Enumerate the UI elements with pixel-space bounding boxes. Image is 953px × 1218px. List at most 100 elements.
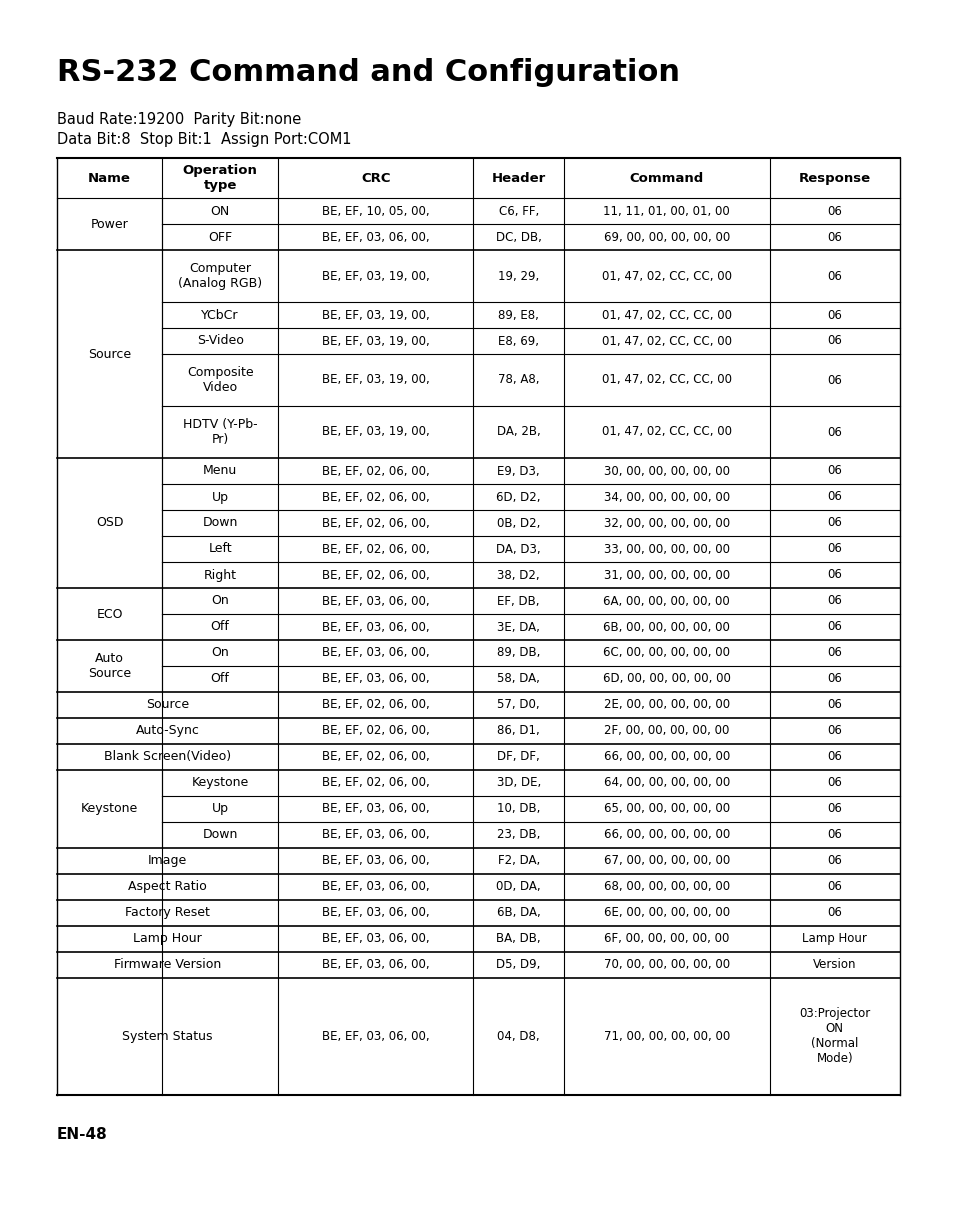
Text: On: On xyxy=(211,647,229,659)
Text: BE, EF, 02, 06, 00,: BE, EF, 02, 06, 00, xyxy=(321,491,429,503)
Text: C6, FF,: C6, FF, xyxy=(498,205,538,218)
Text: 68, 00, 00, 00, 00, 00: 68, 00, 00, 00, 00, 00 xyxy=(603,881,729,894)
Text: BE, EF, 03, 06, 00,: BE, EF, 03, 06, 00, xyxy=(321,881,429,894)
Text: 01, 47, 02, CC, CC, 00: 01, 47, 02, CC, CC, 00 xyxy=(601,425,731,438)
Text: 66, 00, 00, 00, 00, 00: 66, 00, 00, 00, 00, 00 xyxy=(603,828,729,842)
Text: Menu: Menu xyxy=(203,464,237,477)
Text: E8, 69,: E8, 69, xyxy=(497,335,538,347)
Text: EN-48: EN-48 xyxy=(57,1127,108,1142)
Text: 3D, DE,: 3D, DE, xyxy=(496,777,540,789)
Text: RS-232 Command and Configuration: RS-232 Command and Configuration xyxy=(57,58,679,86)
Text: 04, D8,: 04, D8, xyxy=(497,1030,539,1043)
Text: 03:Projector
ON
(Normal
Mode): 03:Projector ON (Normal Mode) xyxy=(799,1007,869,1066)
Text: Source: Source xyxy=(146,698,189,711)
Text: 19, 29,: 19, 29, xyxy=(497,269,538,283)
Text: Off: Off xyxy=(211,620,230,633)
Text: 06: 06 xyxy=(826,464,841,477)
Text: Up: Up xyxy=(212,491,229,503)
Text: 6C, 00, 00, 00, 00, 00: 6C, 00, 00, 00, 00, 00 xyxy=(602,647,729,659)
Text: Keystone: Keystone xyxy=(192,777,249,789)
Text: 0B, D2,: 0B, D2, xyxy=(497,516,539,530)
Text: 6B, 00, 00, 00, 00, 00: 6B, 00, 00, 00, 00, 00 xyxy=(602,620,729,633)
Text: Right: Right xyxy=(203,569,236,581)
Text: 06: 06 xyxy=(826,855,841,867)
Text: 06: 06 xyxy=(826,750,841,764)
Text: Source: Source xyxy=(88,347,132,361)
Text: 32, 00, 00, 00, 00, 00: 32, 00, 00, 00, 00, 00 xyxy=(603,516,729,530)
Text: 06: 06 xyxy=(826,374,841,386)
Text: Blank Screen(Video): Blank Screen(Video) xyxy=(104,750,231,764)
Text: BE, EF, 03, 06, 00,: BE, EF, 03, 06, 00, xyxy=(321,906,429,920)
Text: BE, EF, 03, 06, 00,: BE, EF, 03, 06, 00, xyxy=(321,594,429,608)
Text: BE, EF, 03, 19, 00,: BE, EF, 03, 19, 00, xyxy=(321,425,429,438)
Text: 06: 06 xyxy=(826,569,841,581)
Text: BE, EF, 03, 19, 00,: BE, EF, 03, 19, 00, xyxy=(321,308,429,322)
Text: 58, DA,: 58, DA, xyxy=(497,672,539,686)
Text: 06: 06 xyxy=(826,230,841,244)
Text: Off: Off xyxy=(211,672,230,686)
Text: BE, EF, 03, 06, 00,: BE, EF, 03, 06, 00, xyxy=(321,230,429,244)
Text: D5, D9,: D5, D9, xyxy=(496,959,540,972)
Text: Firmware Version: Firmware Version xyxy=(113,959,221,972)
Text: EF, DB,: EF, DB, xyxy=(497,594,539,608)
Text: 2E, 00, 00, 00, 00, 00: 2E, 00, 00, 00, 00, 00 xyxy=(603,698,729,711)
Text: Down: Down xyxy=(202,828,237,842)
Text: 2F, 00, 00, 00, 00, 00: 2F, 00, 00, 00, 00, 00 xyxy=(603,725,729,738)
Text: 69, 00, 00, 00, 00, 00: 69, 00, 00, 00, 00, 00 xyxy=(603,230,729,244)
Text: Image: Image xyxy=(148,855,187,867)
Text: 06: 06 xyxy=(826,828,841,842)
Text: Up: Up xyxy=(212,803,229,816)
Text: 6A, 00, 00, 00, 00, 00: 6A, 00, 00, 00, 00, 00 xyxy=(602,594,729,608)
Text: Composite
Video: Composite Video xyxy=(187,365,253,393)
Text: 89, DB,: 89, DB, xyxy=(497,647,539,659)
Text: 6D, D2,: 6D, D2, xyxy=(496,491,540,503)
Text: BE, EF, 02, 06, 00,: BE, EF, 02, 06, 00, xyxy=(321,725,429,738)
Text: BE, EF, 03, 06, 00,: BE, EF, 03, 06, 00, xyxy=(321,620,429,633)
Text: 06: 06 xyxy=(826,698,841,711)
Text: 11, 11, 01, 00, 01, 00: 11, 11, 01, 00, 01, 00 xyxy=(602,205,729,218)
Text: 06: 06 xyxy=(826,777,841,789)
Text: 01, 47, 02, CC, CC, 00: 01, 47, 02, CC, CC, 00 xyxy=(601,335,731,347)
Text: Command: Command xyxy=(629,172,703,184)
Text: 70, 00, 00, 00, 00, 00: 70, 00, 00, 00, 00, 00 xyxy=(603,959,729,972)
Text: Aspect Ratio: Aspect Ratio xyxy=(128,881,207,894)
Text: BE, EF, 03, 06, 00,: BE, EF, 03, 06, 00, xyxy=(321,855,429,867)
Text: 6D, 00, 00, 00, 00, 00: 6D, 00, 00, 00, 00, 00 xyxy=(602,672,730,686)
Text: BE, EF, 02, 06, 00,: BE, EF, 02, 06, 00, xyxy=(321,698,429,711)
Text: 67, 00, 00, 00, 00, 00: 67, 00, 00, 00, 00, 00 xyxy=(603,855,729,867)
Text: Keystone: Keystone xyxy=(81,803,138,816)
Text: 0D, DA,: 0D, DA, xyxy=(496,881,540,894)
Text: 06: 06 xyxy=(826,516,841,530)
Text: BE, EF, 02, 06, 00,: BE, EF, 02, 06, 00, xyxy=(321,464,429,477)
Text: 6E, 00, 00, 00, 00, 00: 6E, 00, 00, 00, 00, 00 xyxy=(603,906,729,920)
Text: BE, EF, 03, 06, 00,: BE, EF, 03, 06, 00, xyxy=(321,672,429,686)
Text: 06: 06 xyxy=(826,620,841,633)
Text: BE, EF, 02, 06, 00,: BE, EF, 02, 06, 00, xyxy=(321,542,429,555)
Text: BE, EF, 02, 06, 00,: BE, EF, 02, 06, 00, xyxy=(321,516,429,530)
Text: Version: Version xyxy=(812,959,856,972)
Text: 57, D0,: 57, D0, xyxy=(497,698,539,711)
Text: BE, EF, 03, 19, 00,: BE, EF, 03, 19, 00, xyxy=(321,269,429,283)
Text: System Status: System Status xyxy=(122,1030,213,1043)
Text: 06: 06 xyxy=(826,308,841,322)
Text: ON: ON xyxy=(211,205,230,218)
Text: 78, A8,: 78, A8, xyxy=(497,374,538,386)
Text: F2, DA,: F2, DA, xyxy=(497,855,539,867)
Text: E9, D3,: E9, D3, xyxy=(497,464,539,477)
Text: Lamp Hour: Lamp Hour xyxy=(801,933,866,945)
Text: BE, EF, 03, 06, 00,: BE, EF, 03, 06, 00, xyxy=(321,959,429,972)
Text: 86, D1,: 86, D1, xyxy=(497,725,539,738)
Text: Computer
(Analog RGB): Computer (Analog RGB) xyxy=(178,262,262,290)
Text: BE, EF, 02, 06, 00,: BE, EF, 02, 06, 00, xyxy=(321,777,429,789)
Text: Auto-Sync: Auto-Sync xyxy=(135,725,199,738)
Text: 3E, DA,: 3E, DA, xyxy=(497,620,539,633)
Text: Lamp Hour: Lamp Hour xyxy=(132,933,201,945)
Text: BE, EF, 10, 05, 00,: BE, EF, 10, 05, 00, xyxy=(321,205,429,218)
Text: CRC: CRC xyxy=(360,172,390,184)
Text: BE, EF, 03, 06, 00,: BE, EF, 03, 06, 00, xyxy=(321,828,429,842)
Text: 33, 00, 00, 00, 00, 00: 33, 00, 00, 00, 00, 00 xyxy=(603,542,729,555)
Text: DA, D3,: DA, D3, xyxy=(496,542,540,555)
Text: 06: 06 xyxy=(826,906,841,920)
Text: BE, EF, 02, 06, 00,: BE, EF, 02, 06, 00, xyxy=(321,569,429,581)
Text: Auto
Source: Auto Source xyxy=(88,652,132,680)
